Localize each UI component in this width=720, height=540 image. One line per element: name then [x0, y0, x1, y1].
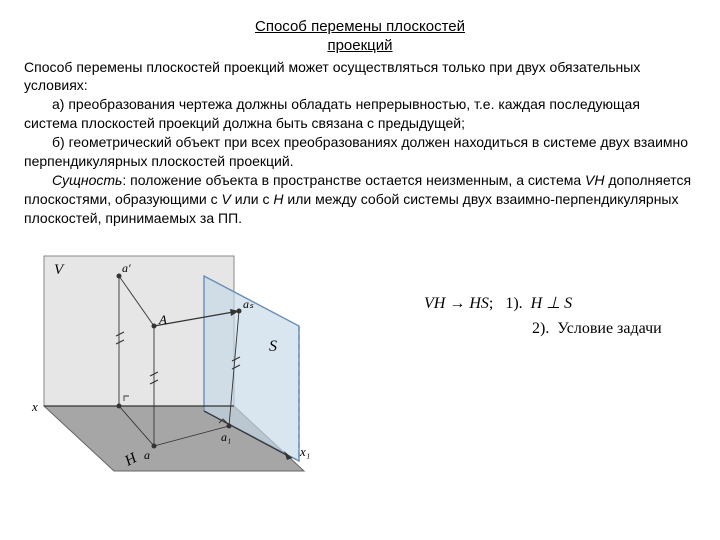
label-a1: a₁: [221, 430, 231, 444]
paragraph-2: а) преобразования чертежа должны обладат…: [24, 95, 696, 133]
body-text: Способ перемены плоскостей проекций може…: [24, 58, 696, 228]
projection-diagram: V H S x x₁ A a′ a aₛ a₁: [24, 236, 354, 486]
essence-label: Сущность: [52, 172, 122, 188]
label-ap: a′: [122, 261, 131, 275]
equation-2: 2). Условие задачи: [424, 316, 662, 342]
label-a: a: [144, 448, 150, 462]
label-x: x: [31, 399, 38, 414]
figure-row: V H S x x₁ A a′ a aₛ a₁ VH → HS; 1). H ⊥…: [24, 236, 696, 486]
paragraph-1: Способ перемены плоскостей проекций може…: [24, 58, 696, 96]
title-line1: Способ перемены плоскостей: [255, 18, 465, 35]
page-title: Способ перемены плоскостей проекций: [24, 18, 696, 56]
paragraph-4: Сущность: положение объекта в пространст…: [24, 171, 696, 228]
title-line2: проекций: [327, 37, 392, 54]
label-x1: x₁: [299, 444, 310, 459]
equation-1: VH → HS; 1). H ⊥ S: [424, 291, 662, 317]
equations-block: VH → HS; 1). H ⊥ S 2). Условие задачи: [424, 291, 662, 342]
paragraph-3: б) геометрический объект при всех преобр…: [24, 133, 696, 171]
label-S: S: [269, 338, 277, 355]
label-A: A: [158, 312, 167, 327]
label-as: aₛ: [243, 297, 254, 311]
